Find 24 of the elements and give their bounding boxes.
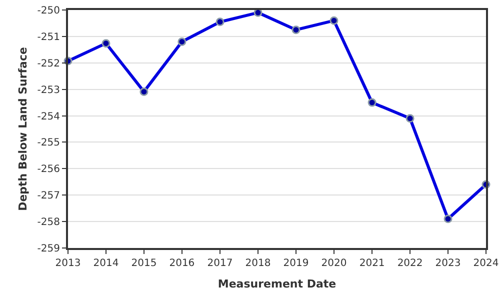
- x-tick-label: 2022: [397, 258, 423, 269]
- y-tick-label: -256: [37, 164, 60, 176]
- x-tick-label: 2017: [207, 258, 233, 269]
- x-tick-label: 2014: [93, 258, 119, 269]
- y-tick-label: -255: [37, 138, 60, 149]
- y-tick-label: -254: [37, 111, 60, 122]
- y-tick-label: -259: [37, 244, 60, 254]
- y-tick-label: -250: [37, 6, 60, 16]
- x-tick-label: 2016: [169, 258, 195, 269]
- y-tick-label: -251: [37, 32, 60, 43]
- x-tick-label: 2021: [359, 258, 385, 269]
- x-tick-label: 2024: [473, 258, 499, 269]
- x-tick-label: 2015: [131, 258, 157, 269]
- x-tick-label: 2020: [321, 258, 347, 269]
- x-axis-title: Measurement Date: [218, 278, 336, 291]
- x-tick-label: 2013: [55, 258, 81, 269]
- x-tick-label: 2023: [435, 258, 461, 269]
- x-tick-label: 2018: [245, 258, 271, 269]
- y-tick-label: -253: [37, 84, 60, 96]
- y-tick-label: -257: [37, 190, 60, 202]
- x-tick-label: 2019: [283, 258, 309, 269]
- y-axis-title: Depth Below Land Surface: [16, 47, 30, 211]
- y-tick-label: -258: [37, 217, 60, 228]
- y-tick-label: -252: [37, 58, 60, 70]
